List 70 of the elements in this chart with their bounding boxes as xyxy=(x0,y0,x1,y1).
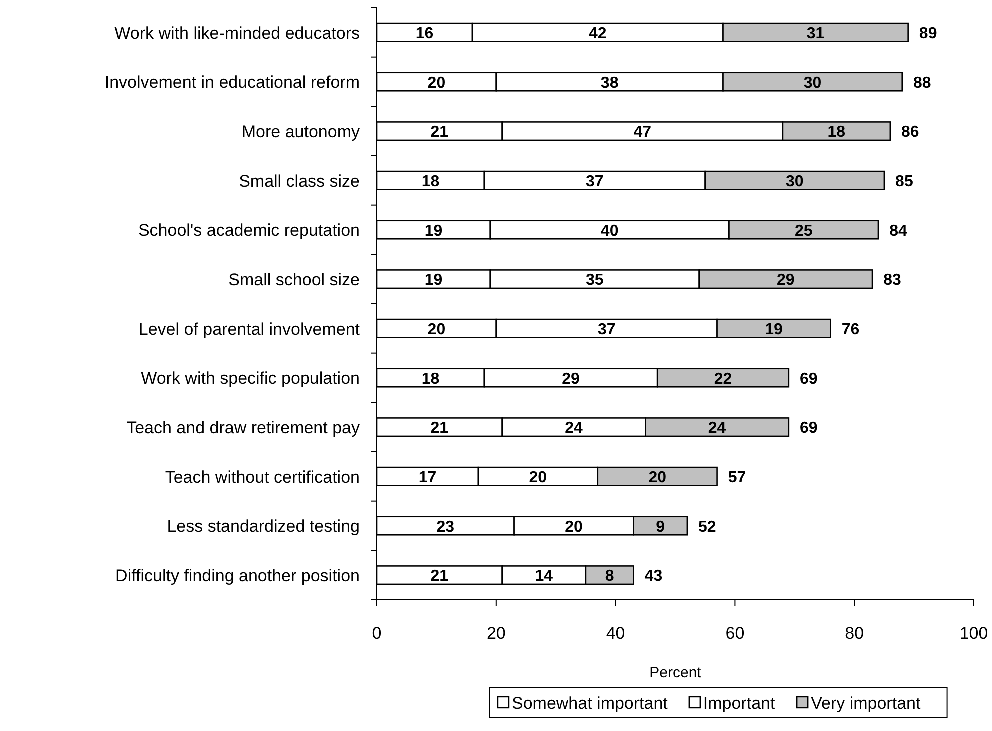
total-label: 88 xyxy=(913,74,932,92)
data-label: 20 xyxy=(428,321,446,338)
y-tick-label: Work with like-minded educators xyxy=(114,24,360,43)
data-label: 19 xyxy=(765,321,784,338)
data-label: 37 xyxy=(586,173,604,190)
data-label: 20 xyxy=(648,469,667,486)
y-tick-label: School's academic reputation xyxy=(138,221,360,240)
y-tick-label: Difficulty finding another position xyxy=(116,566,360,586)
data-label: 31 xyxy=(806,25,825,42)
total-label: 76 xyxy=(842,321,860,338)
y-tick-label: Small class size xyxy=(239,172,360,191)
x-tick-label: 0 xyxy=(372,624,382,644)
data-label: 19 xyxy=(424,272,443,290)
data-label: 21 xyxy=(430,124,449,142)
data-label: 38 xyxy=(600,74,619,92)
x-tick-label: 40 xyxy=(606,624,626,644)
data-label: 19 xyxy=(424,222,443,240)
data-label: 24 xyxy=(708,420,726,438)
data-label: 21 xyxy=(430,420,449,438)
data-label: 18 xyxy=(422,370,440,388)
y-tick-label: More autonomy xyxy=(242,122,360,142)
x-tick-label: 80 xyxy=(845,624,864,644)
y-tick-label: Small school size xyxy=(228,270,360,290)
data-label: 8 xyxy=(605,568,614,586)
data-label: 37 xyxy=(598,321,616,338)
data-label: 25 xyxy=(794,222,813,240)
data-label: 40 xyxy=(600,222,619,240)
total-label: 52 xyxy=(698,518,716,536)
total-label: 43 xyxy=(644,568,663,586)
x-tick-label: 20 xyxy=(486,624,506,644)
data-label: 35 xyxy=(586,272,604,290)
data-label: 17 xyxy=(418,469,437,486)
data-label: 9 xyxy=(656,518,666,536)
data-label: 20 xyxy=(428,74,446,92)
y-tick-label: Teach without certification xyxy=(165,468,360,487)
data-label: 16 xyxy=(416,25,434,42)
total-label: 83 xyxy=(884,272,902,290)
data-label: 30 xyxy=(804,74,822,92)
data-label: 42 xyxy=(588,25,607,42)
total-label: 85 xyxy=(896,173,914,190)
data-label: 30 xyxy=(786,173,804,190)
y-tick-label: Teach and draw retirement pay xyxy=(126,418,360,438)
data-label: 23 xyxy=(436,518,455,536)
total-label: 57 xyxy=(728,469,746,486)
x-tick-label: 100 xyxy=(960,624,988,644)
data-label: 24 xyxy=(565,420,584,438)
legend-label: Important xyxy=(703,694,776,714)
total-label: 84 xyxy=(890,222,908,240)
legend-label: Somewhat important xyxy=(512,694,668,714)
data-label: 22 xyxy=(714,370,732,388)
total-label: 89 xyxy=(919,25,938,42)
data-label: 20 xyxy=(529,469,548,486)
data-label: 18 xyxy=(828,124,846,142)
data-label: 29 xyxy=(777,272,795,290)
y-tick-label: Less standardized testing xyxy=(167,517,360,536)
x-axis-title: Percent xyxy=(650,664,702,682)
x-tick-label: 60 xyxy=(726,624,745,644)
data-label: 14 xyxy=(535,568,554,586)
data-label: 29 xyxy=(562,370,580,388)
legend-label: Very important xyxy=(811,694,921,714)
y-tick-label: Level of parental involvement xyxy=(138,320,360,339)
data-label: 21 xyxy=(430,568,449,586)
y-tick-label: Work with specific population xyxy=(141,369,360,388)
data-label: 20 xyxy=(565,518,584,536)
total-label: 69 xyxy=(800,370,818,388)
data-label: 18 xyxy=(422,173,440,190)
y-tick-label: Involvement in educational reform xyxy=(104,73,360,92)
total-label: 86 xyxy=(902,124,920,142)
data-label: 47 xyxy=(634,124,652,142)
total-label: 69 xyxy=(800,420,818,438)
